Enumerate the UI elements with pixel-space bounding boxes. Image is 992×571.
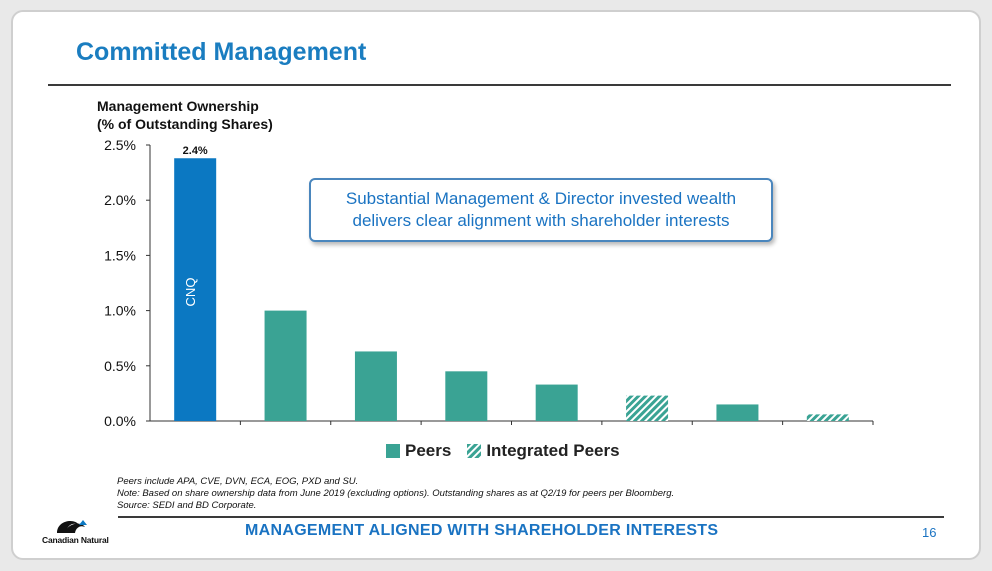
bar-4	[445, 371, 488, 421]
footnotes: Peers include APA, CVE, DVN, ECA, EOG, P…	[117, 476, 674, 512]
y-axis-label: Management Ownership (% of Outstanding S…	[97, 97, 273, 133]
legend-swatch-peers	[386, 444, 400, 458]
footnote-note: Note: Based on share ownership data from…	[117, 488, 675, 499]
bar-inside-label: CNQ	[183, 278, 198, 307]
y-tick-label: 2.5%	[104, 137, 136, 153]
legend-item-integrated-peers: Integrated Peers	[467, 441, 620, 461]
bar-data-label: 2.4%	[183, 145, 208, 157]
chart-legend: Peers Integrated Peers	[386, 441, 636, 461]
footnote-peers: Peers include APA, CVE, DVN, ECA, EOG, P…	[117, 476, 359, 487]
title-divider	[48, 84, 951, 86]
callout-line1: Substantial Management & Director invest…	[345, 189, 737, 208]
bar-7	[716, 404, 759, 421]
slide	[11, 10, 981, 560]
page-title: Committed Management	[76, 38, 367, 66]
y-tick-label: 1.5%	[104, 247, 136, 263]
company-logo	[57, 520, 87, 533]
bar-1	[174, 158, 217, 422]
footer-divider	[118, 516, 944, 518]
y-tick-label: 0.5%	[104, 358, 136, 374]
bar-3	[354, 351, 397, 421]
y-axis-label-line1: Management Ownership	[97, 98, 259, 114]
callout-box: Substantial Management & Director invest…	[309, 178, 773, 242]
legend-label-integrated-peers: Integrated Peers	[486, 441, 620, 460]
y-tick-label: 0.0%	[104, 413, 136, 429]
bar-6	[626, 395, 669, 421]
footer-title: MANAGEMENT ALIGNED WITH SHAREHOLDER INTE…	[245, 522, 719, 539]
y-tick-label: 2.0%	[104, 192, 136, 208]
legend-swatch-integrated-peers	[467, 444, 482, 458]
legend-label-peers: Peers	[405, 441, 452, 460]
logo-wordmark: Canadian Natural	[42, 535, 109, 545]
y-tick-label: 1.0%	[104, 303, 136, 319]
footnote-source: Source: SEDI and BD Corporate.	[117, 500, 257, 511]
y-axis-label-line2: (% of Outstanding Shares)	[97, 116, 273, 132]
page-number: 16	[922, 525, 937, 540]
bar-5	[535, 384, 578, 421]
bar-8	[806, 414, 849, 421]
bar-2	[264, 310, 307, 421]
callout-line2: delivers clear alignment with shareholde…	[352, 211, 730, 230]
legend-item-peers: Peers	[386, 441, 451, 461]
